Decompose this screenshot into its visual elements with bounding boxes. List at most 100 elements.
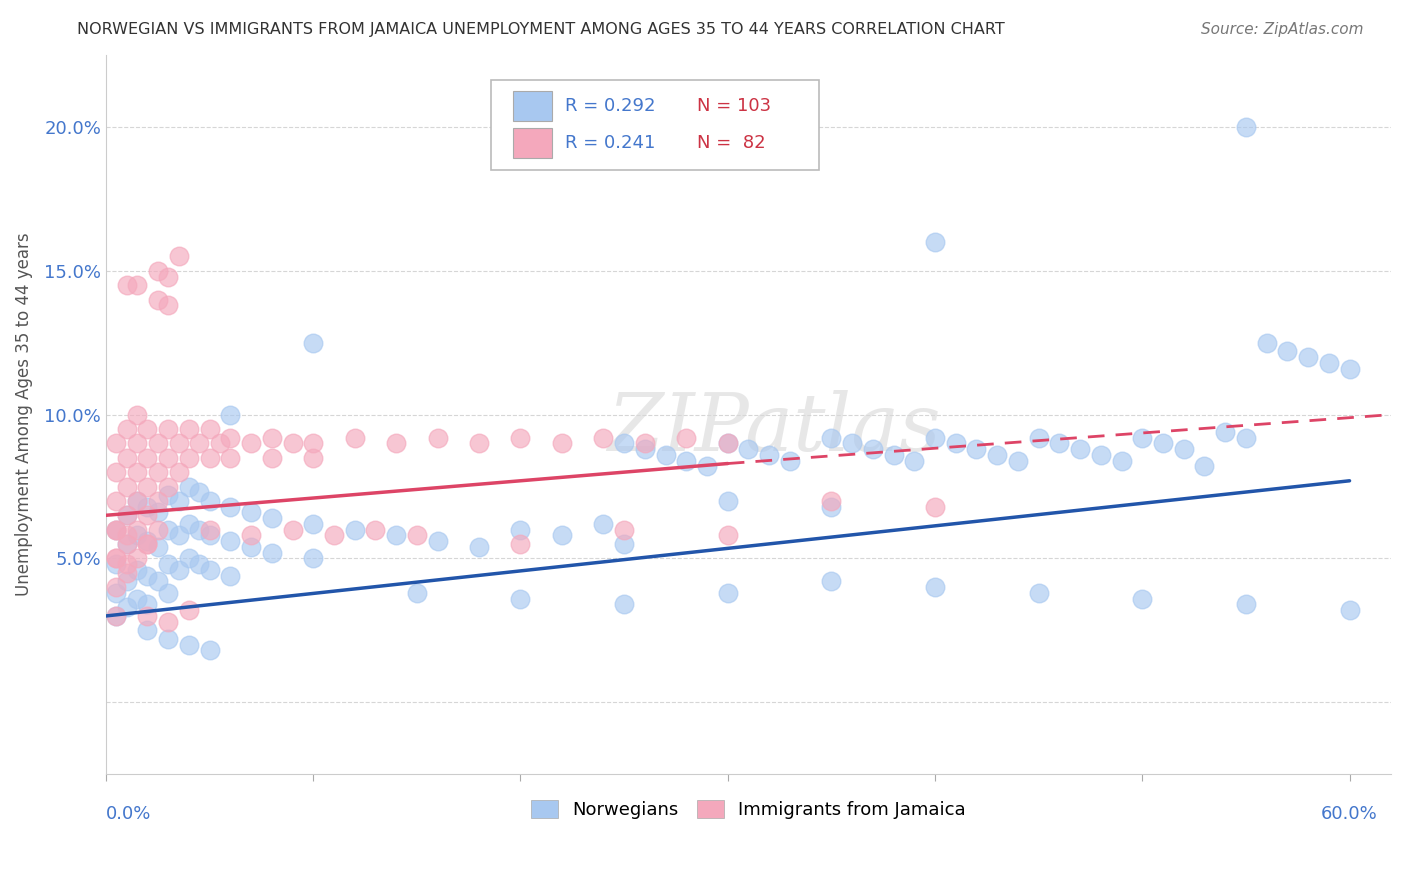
Point	[115, 278, 138, 293]
Point	[157, 615, 180, 629]
Point	[634, 436, 657, 450]
Point	[136, 598, 159, 612]
Point	[115, 600, 138, 615]
Text: R = 0.241: R = 0.241	[565, 134, 655, 152]
Point	[136, 508, 159, 523]
Point	[136, 537, 159, 551]
Point	[146, 264, 169, 278]
Point	[136, 479, 159, 493]
Point	[717, 436, 740, 450]
Y-axis label: Unemployment Among Ages 35 to 44 years: Unemployment Among Ages 35 to 44 years	[15, 233, 32, 597]
Point	[157, 586, 180, 600]
Text: N = 103: N = 103	[697, 97, 772, 115]
Point	[364, 523, 387, 537]
Point	[157, 523, 180, 537]
Point	[883, 448, 905, 462]
Point	[177, 638, 200, 652]
Point	[167, 250, 190, 264]
Point	[167, 528, 190, 542]
Point	[115, 557, 138, 571]
Point	[924, 235, 946, 249]
Point	[105, 494, 128, 508]
Point	[820, 500, 842, 514]
Point	[966, 442, 988, 457]
Point	[125, 465, 148, 479]
Point	[115, 508, 138, 523]
Point	[1111, 453, 1133, 467]
Point	[509, 537, 531, 551]
Point	[924, 500, 946, 514]
Point	[157, 488, 180, 502]
Point	[136, 422, 159, 436]
Point	[198, 563, 221, 577]
Point	[240, 528, 263, 542]
Point	[468, 540, 491, 554]
Point	[198, 422, 221, 436]
Point	[260, 546, 283, 560]
Point	[125, 523, 148, 537]
Point	[717, 494, 740, 508]
Point	[1234, 598, 1257, 612]
Point	[302, 516, 325, 531]
Point	[613, 598, 636, 612]
Point	[509, 591, 531, 606]
Point	[105, 436, 128, 450]
Point	[177, 516, 200, 531]
Point	[260, 450, 283, 465]
Point	[426, 431, 449, 445]
Point	[260, 431, 283, 445]
Point	[820, 494, 842, 508]
Point	[717, 436, 740, 450]
Point	[115, 537, 138, 551]
Point	[385, 436, 408, 450]
Point	[125, 563, 148, 577]
Point	[1173, 442, 1195, 457]
Point	[105, 523, 128, 537]
Point	[105, 586, 128, 600]
Point	[188, 436, 211, 450]
Point	[758, 448, 780, 462]
Point	[157, 479, 180, 493]
Point	[862, 442, 884, 457]
Point	[1152, 436, 1174, 450]
Point	[146, 574, 169, 589]
Point	[157, 298, 180, 312]
Point	[167, 563, 190, 577]
Point	[198, 523, 221, 537]
Point	[125, 278, 148, 293]
Point	[125, 408, 148, 422]
Point	[343, 523, 366, 537]
FancyBboxPatch shape	[513, 91, 553, 121]
Point	[1234, 120, 1257, 134]
Point	[115, 574, 138, 589]
Point	[343, 431, 366, 445]
Point	[157, 269, 180, 284]
Point	[1339, 603, 1361, 617]
Point	[208, 436, 231, 450]
Point	[115, 450, 138, 465]
Point	[219, 568, 242, 582]
Point	[1069, 442, 1091, 457]
Point	[105, 551, 128, 566]
Point	[405, 528, 427, 542]
Point	[146, 465, 169, 479]
Text: 60.0%: 60.0%	[1322, 805, 1378, 822]
Point	[281, 523, 304, 537]
Point	[820, 574, 842, 589]
Point	[675, 453, 697, 467]
Point	[634, 442, 657, 457]
Point	[125, 551, 148, 566]
Point	[146, 505, 169, 519]
Point	[177, 450, 200, 465]
Point	[198, 643, 221, 657]
Point	[167, 436, 190, 450]
Point	[157, 450, 180, 465]
Point	[903, 453, 925, 467]
Point	[125, 436, 148, 450]
Point	[717, 586, 740, 600]
Point	[188, 523, 211, 537]
Point	[146, 436, 169, 450]
Point	[177, 479, 200, 493]
Point	[219, 450, 242, 465]
Point	[188, 557, 211, 571]
